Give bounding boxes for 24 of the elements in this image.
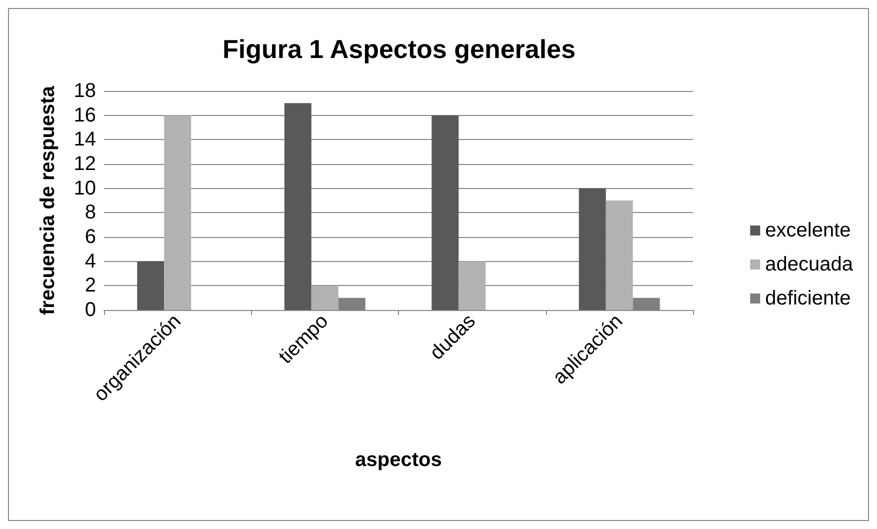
bar bbox=[606, 200, 633, 310]
bar bbox=[137, 261, 164, 310]
bar bbox=[311, 286, 338, 310]
bar bbox=[284, 103, 312, 310]
bar bbox=[578, 188, 606, 310]
bar bbox=[432, 115, 459, 310]
y-tick-label: 6 bbox=[84, 226, 96, 248]
bar bbox=[458, 261, 486, 310]
y-tick-label: 16 bbox=[74, 104, 96, 126]
bar bbox=[164, 115, 192, 310]
chart-title: Figura 1 Aspectos generales bbox=[222, 34, 576, 64]
y-axis-title: frecuencia de respuesta bbox=[37, 85, 59, 315]
y-tick-label: 4 bbox=[84, 250, 96, 272]
y-tick-label: 18 bbox=[74, 80, 96, 102]
y-tick-label: 8 bbox=[84, 202, 96, 224]
y-tick-label: 2 bbox=[84, 274, 96, 297]
legend-label: adecuada bbox=[765, 254, 854, 276]
x-axis-title: aspectos bbox=[355, 449, 442, 471]
y-tick-label: 12 bbox=[74, 153, 96, 175]
y-tick-label: 10 bbox=[74, 177, 96, 200]
y-tick-label: 14 bbox=[74, 128, 96, 151]
y-tick-label: 0 bbox=[84, 299, 96, 321]
legend-label: excelente bbox=[765, 220, 851, 242]
legend-label: deficiente bbox=[765, 288, 851, 310]
